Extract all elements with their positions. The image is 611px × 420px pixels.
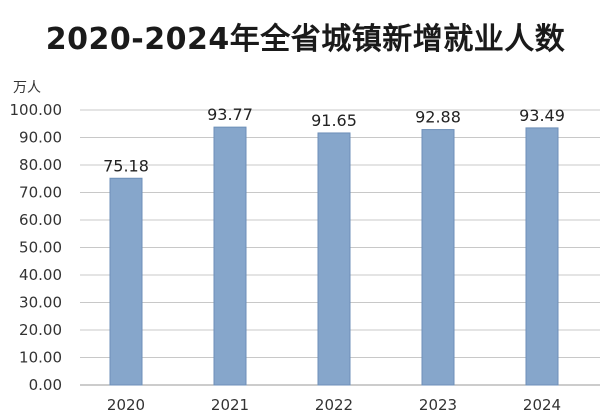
y-tick-label: 70.00	[19, 184, 62, 202]
x-tick-label: 2024	[523, 396, 561, 414]
y-tick-label: 100.00	[10, 101, 63, 119]
y-tick-label: 50.00	[19, 239, 62, 257]
x-tick-label: 2020	[107, 396, 145, 414]
bar	[525, 127, 559, 386]
bar	[421, 129, 455, 386]
data-label: 92.88	[415, 108, 461, 127]
y-tick-label: 90.00	[19, 129, 62, 147]
y-tick-label: 20.00	[19, 321, 62, 339]
labels-layer: 0.00 10.00 20.00 30.00 40.00 50.00 60.00 70.00 8…	[10, 101, 565, 414]
bar	[317, 132, 351, 386]
y-axis-unit-label: 万人	[13, 80, 41, 96]
bar	[109, 177, 143, 386]
data-label: 93.49	[519, 106, 565, 125]
data-label: 75.18	[103, 156, 149, 175]
data-label: 93.77	[207, 105, 253, 124]
y-tick-label: 60.00	[19, 211, 62, 229]
bars-layer	[109, 126, 559, 386]
bar	[213, 126, 247, 386]
y-tick-label: 80.00	[19, 156, 62, 174]
chart-title: 2020-2024年全省城镇新增就业人数	[45, 22, 566, 57]
y-tick-label: 30.00	[19, 294, 62, 312]
x-tick-label: 2021	[211, 396, 249, 414]
data-label: 91.65	[311, 111, 357, 130]
y-tick-label: 0.00	[29, 376, 62, 394]
x-tick-label: 2022	[315, 396, 353, 414]
y-tick-label: 40.00	[19, 266, 62, 284]
x-tick-label: 2023	[419, 396, 457, 414]
y-tick-label: 10.00	[19, 349, 62, 367]
